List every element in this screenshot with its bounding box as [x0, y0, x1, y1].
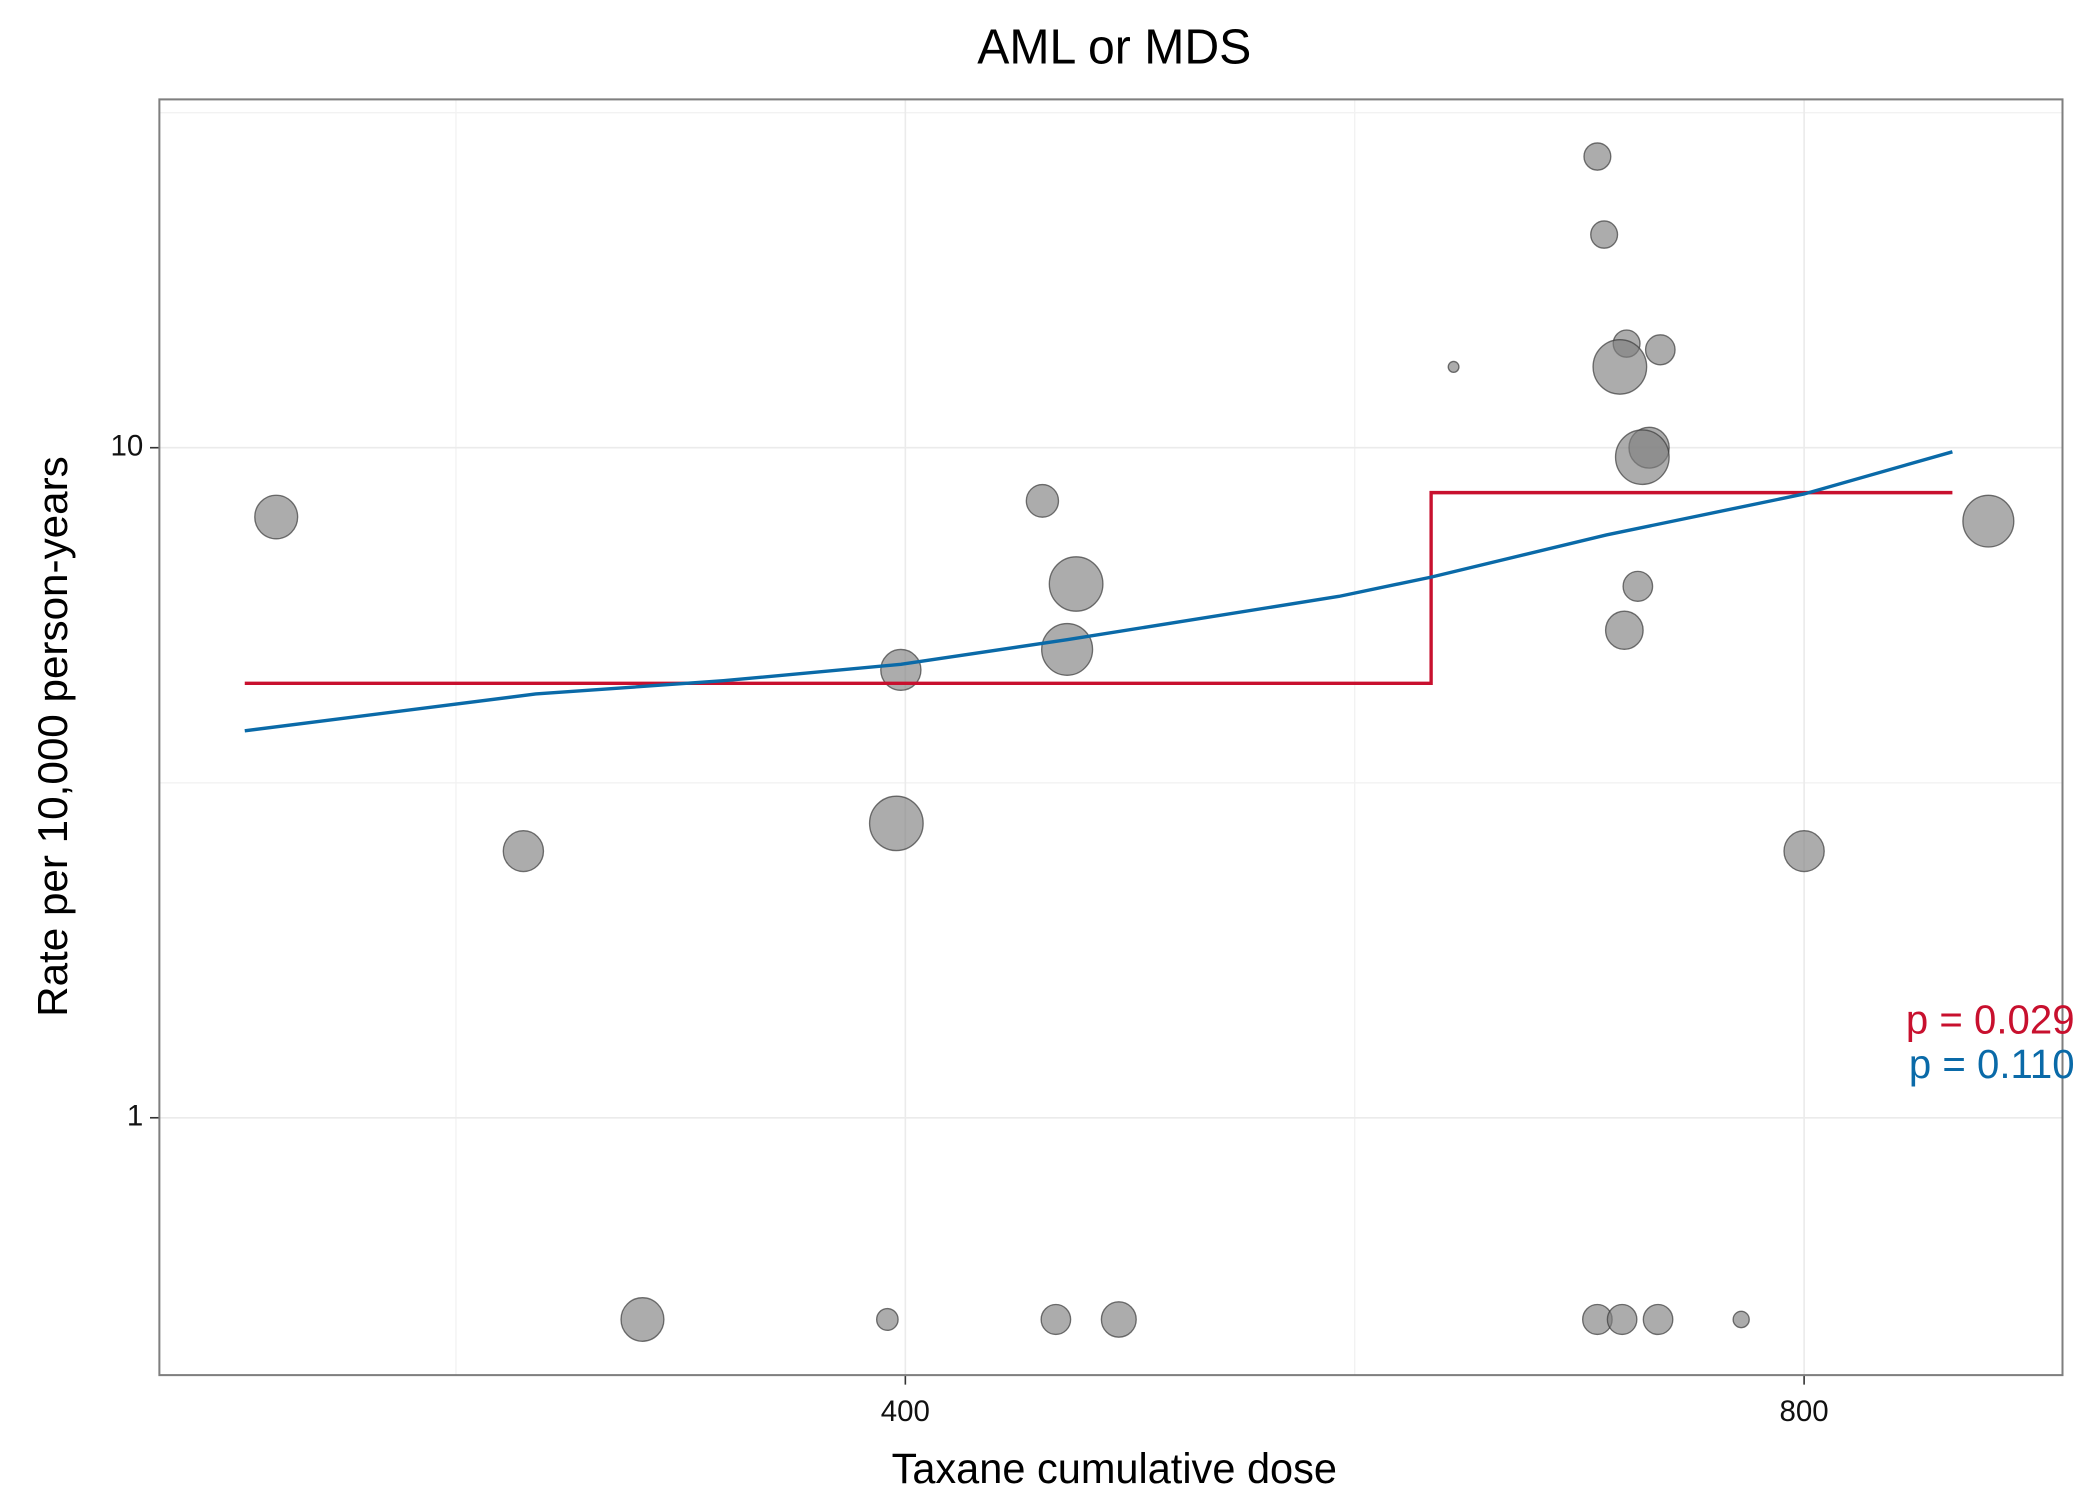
point	[1606, 1303, 1638, 1336]
y-tick-label: 10	[111, 429, 144, 462]
plot-background	[159, 99, 2063, 1376]
point	[1604, 610, 1644, 651]
point	[1447, 360, 1460, 374]
y-axis-label: Rate per 10,000 person-years	[30, 456, 77, 1017]
annotation: p = 0.110	[1909, 1041, 2075, 1087]
point	[1732, 1310, 1750, 1329]
point	[1642, 1303, 1674, 1336]
point	[868, 795, 924, 852]
y-tick-label: 1	[127, 1099, 143, 1132]
point	[1962, 494, 2015, 548]
point	[1783, 830, 1825, 873]
x-axis-label: Taxane cumulative dose	[892, 1445, 1337, 1492]
point	[1644, 334, 1676, 366]
point	[1592, 339, 1648, 395]
point	[620, 1297, 665, 1342]
fit-line	[244, 450, 1953, 733]
chart-title: AML or MDS	[977, 20, 1251, 74]
point	[1041, 622, 1094, 676]
point	[875, 1307, 899, 1332]
point	[880, 648, 922, 692]
point	[1622, 570, 1654, 603]
point	[1048, 556, 1104, 612]
annotation: p = 0.029	[1906, 996, 2075, 1042]
point	[1590, 220, 1619, 249]
plot-border	[158, 98, 2064, 1377]
point	[1100, 1301, 1137, 1338]
fit-line	[244, 490, 1953, 686]
point	[1040, 1303, 1072, 1336]
point	[1025, 483, 1060, 518]
x-tick-label: 800	[1780, 1395, 1829, 1428]
point	[1614, 429, 1670, 486]
point	[254, 494, 299, 540]
point	[502, 830, 545, 873]
point	[1583, 142, 1612, 171]
x-tick-label: 400	[881, 1395, 930, 1428]
